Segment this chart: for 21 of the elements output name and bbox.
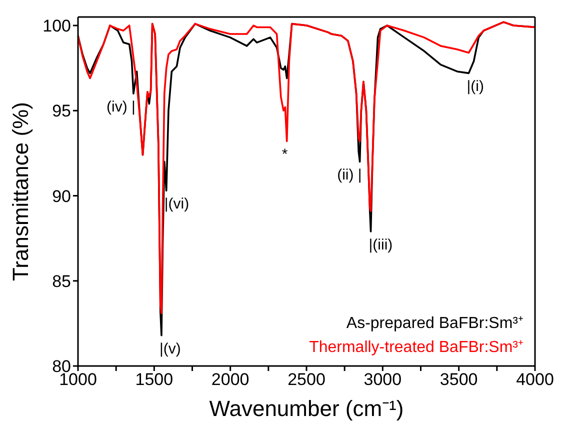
x-tick-label: 3000 (364, 370, 402, 390)
text: As-prepared BaFBr:Sm³⁺ (346, 315, 523, 332)
annotation: (iv) | (106, 98, 136, 116)
x-tick-label: 2500 (288, 370, 326, 390)
x-axis-title: Wavenumber (cm⁻¹) (209, 396, 404, 421)
annotation: |(i) (466, 78, 484, 96)
y-tick-label: 85 (52, 272, 71, 291)
text: Thermally-treated BaFBr:Sm³⁺ (309, 339, 523, 356)
x-tick-label: 1500 (135, 370, 174, 390)
x-tick-label: 4000 (516, 370, 554, 390)
annotation: |(iii) (368, 236, 393, 254)
annotation: * (282, 146, 288, 164)
annotation: |(v) (159, 340, 181, 358)
y-tick-label: 90 (52, 186, 71, 206)
y-tick-label: 95 (52, 102, 71, 121)
annotation: |(vi) (164, 196, 190, 213)
x-tick-label: 3500 (440, 370, 478, 390)
annotation: (ii) | (337, 166, 362, 184)
y-tick-label: 100 (42, 16, 71, 36)
x-tick-label: 2000 (211, 370, 250, 390)
y-axis-title: Transmittance (%) (8, 102, 33, 281)
